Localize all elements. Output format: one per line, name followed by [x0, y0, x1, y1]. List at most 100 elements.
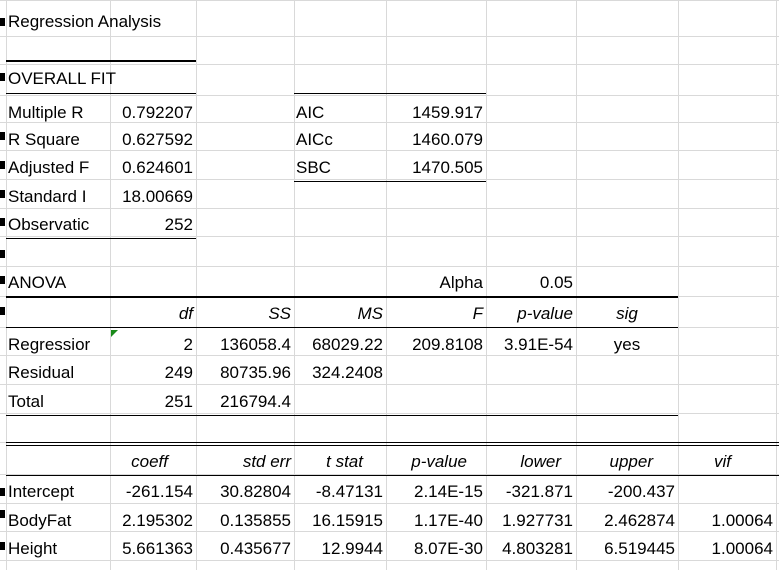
- gridline-horizontal: [0, 208, 779, 209]
- gridline-vertical: [576, 0, 577, 570]
- height-std-err[interactable]: 0.435677: [220, 539, 291, 558]
- aic-value[interactable]: 1459.917: [412, 103, 483, 122]
- residual-label[interactable]: Residual: [8, 363, 75, 382]
- total-label[interactable]: Total: [8, 392, 44, 411]
- row-header-fragment: [0, 18, 5, 26]
- coef-header-vif[interactable]: vif: [714, 452, 731, 471]
- gridline-vertical: [678, 0, 679, 570]
- height-t-stat[interactable]: 12.9944: [321, 539, 383, 558]
- gridline-vertical: [776, 0, 777, 570]
- anova-header-p-value[interactable]: p-value: [517, 304, 573, 323]
- r-square-value[interactable]: 0.627592: [122, 130, 193, 149]
- multiple-r-value[interactable]: 0.792207: [122, 103, 193, 122]
- row-header-fragment: [0, 161, 5, 169]
- bodyfat-vif[interactable]: 1.00064: [711, 511, 773, 530]
- observations-label[interactable]: Observatic: [8, 215, 90, 234]
- anova-header-sig[interactable]: sig: [616, 304, 638, 323]
- bodyfat-upper[interactable]: 2.462874: [604, 511, 675, 530]
- sbc-value[interactable]: 1470.505: [412, 158, 483, 177]
- row-header-fragment: [0, 190, 5, 198]
- gridline-horizontal: [0, 236, 779, 237]
- coef-header-coeff[interactable]: coeff: [131, 452, 168, 471]
- regression-df[interactable]: 2: [183, 335, 193, 354]
- anova-header-f[interactable]: F: [472, 304, 483, 323]
- coef-header-t-stat[interactable]: t stat: [326, 452, 363, 471]
- anova-bottom-border: [6, 415, 678, 416]
- regression-ms[interactable]: 68029.22: [312, 335, 383, 354]
- row-header-fragment: [0, 307, 5, 315]
- alpha-label[interactable]: Alpha: [439, 273, 483, 292]
- height-lower[interactable]: 4.803281: [502, 539, 573, 558]
- height-p-value[interactable]: 8.07E-30: [414, 539, 483, 558]
- bodyfat-label[interactable]: BodyFat: [8, 511, 72, 530]
- gridline-horizontal: [0, 64, 779, 65]
- coef-header-upper[interactable]: upper: [609, 452, 653, 471]
- regression-f[interactable]: 209.8108: [412, 335, 483, 354]
- intercept-coeff[interactable]: -261.154: [125, 482, 193, 501]
- height-upper[interactable]: 6.519445: [604, 539, 675, 558]
- residual-ss[interactable]: 80735.96: [220, 363, 291, 382]
- intercept-lower[interactable]: -321.871: [505, 482, 573, 501]
- gridline-horizontal: [0, 95, 779, 96]
- gridline-horizontal: [0, 560, 779, 561]
- intercept-upper[interactable]: -200.437: [607, 482, 675, 501]
- intercept-t-stat[interactable]: -8.47131: [315, 482, 383, 501]
- overall-fit-bottom-border: [6, 238, 196, 239]
- standard-error-value[interactable]: 18.00669: [122, 187, 193, 206]
- aic-label[interactable]: AIC: [296, 103, 325, 122]
- intercept-p-value[interactable]: 2.14E-15: [414, 482, 483, 501]
- coef-header-lower[interactable]: lower: [520, 452, 561, 471]
- row-header-fragment: [0, 73, 5, 81]
- gridline-horizontal: [0, 503, 779, 504]
- adjusted-r-label[interactable]: Adjusted F: [8, 158, 90, 177]
- observations-value[interactable]: 252: [164, 215, 193, 234]
- overall-fit-top-border: [6, 60, 196, 62]
- bodyfat-std-err[interactable]: 0.135855: [220, 511, 291, 530]
- row-header-fragment: [0, 250, 5, 258]
- bodyfat-p-value[interactable]: 1.17E-40: [414, 511, 483, 530]
- regression-ss[interactable]: 136058.4: [220, 335, 291, 354]
- anova-header-ms[interactable]: MS: [357, 304, 384, 323]
- sbc-label[interactable]: SBC: [296, 158, 331, 177]
- anova-heading[interactable]: ANOVA: [8, 273, 67, 292]
- height-vif[interactable]: 1.00064: [711, 539, 773, 558]
- row-header-fragment: [0, 488, 5, 496]
- standard-error-label[interactable]: Standard I: [8, 187, 87, 206]
- intercept-label[interactable]: Intercept: [8, 482, 75, 501]
- total-ss[interactable]: 216794.4: [220, 392, 291, 411]
- anova-header-ss[interactable]: SS: [268, 304, 291, 323]
- total-df[interactable]: 251: [164, 392, 193, 411]
- error-indicator-icon[interactable]: [111, 330, 118, 337]
- aicc-value[interactable]: 1460.079: [412, 130, 483, 149]
- multiple-r-label[interactable]: Multiple R: [8, 103, 84, 122]
- alpha-value[interactable]: 0.05: [539, 273, 573, 292]
- bodyfat-lower[interactable]: 1.927731: [502, 511, 573, 530]
- height-coeff[interactable]: 5.661363: [122, 539, 193, 558]
- residual-ms[interactable]: 324.2408: [312, 363, 383, 382]
- gridline-vertical: [386, 0, 387, 570]
- bodyfat-t-stat[interactable]: 16.15915: [312, 511, 383, 530]
- info-criteria-bottom-border: [294, 181, 486, 182]
- info-criteria-top-border: [294, 93, 486, 94]
- residual-df[interactable]: 249: [164, 363, 193, 382]
- anova-top-border: [6, 296, 678, 298]
- regression-label[interactable]: Regressior: [8, 335, 91, 354]
- coef-header-p-value[interactable]: p-value: [411, 452, 467, 471]
- title-cell[interactable]: Regression Analysis: [8, 12, 162, 31]
- adjusted-r-value[interactable]: 0.624601: [122, 158, 193, 177]
- overall-fit-heading[interactable]: OVERALL FIT: [8, 69, 117, 88]
- anova-header-df[interactable]: df: [178, 304, 193, 323]
- regression-sig[interactable]: yes: [613, 335, 641, 354]
- regression-p-value[interactable]: 3.91E-54: [504, 335, 573, 354]
- r-square-label[interactable]: R Square: [8, 130, 80, 149]
- row-header-fragment: [0, 132, 5, 140]
- gridline-horizontal: [0, 0, 779, 1]
- coefficients-top-border-1: [6, 442, 779, 443]
- aicc-label[interactable]: AICc: [296, 130, 333, 149]
- bodyfat-coeff[interactable]: 2.195302: [122, 511, 193, 530]
- gridline-horizontal: [0, 531, 779, 532]
- intercept-std-err[interactable]: 30.82804: [220, 482, 291, 501]
- height-label[interactable]: Height: [8, 539, 58, 558]
- coef-header-std-err[interactable]: std err: [242, 452, 291, 471]
